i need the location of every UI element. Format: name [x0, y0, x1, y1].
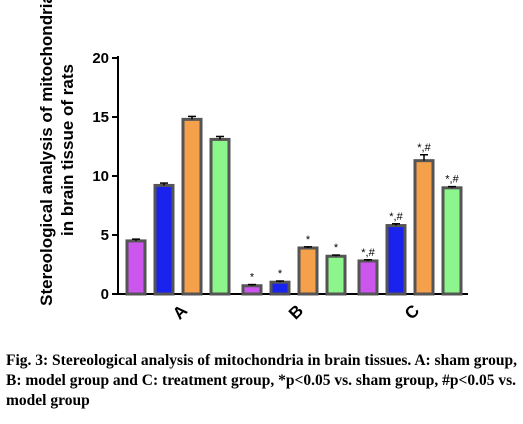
x-tick-label: A [169, 301, 191, 323]
bar [125, 239, 147, 296]
significance-label: * [278, 268, 283, 280]
y-axis-label: Stereological analysis of mitochondria in… [37, 0, 77, 306]
chart-axes: 0 5 10 15 20 [92, 50, 468, 303]
y-axis-label-line: Stereological analysis of mitochondria [37, 0, 56, 306]
bar [385, 224, 407, 296]
bar [441, 186, 463, 296]
bar [181, 117, 203, 296]
bar [357, 259, 379, 296]
bar [153, 183, 175, 296]
bar [209, 137, 231, 296]
y-tick-label: 15 [92, 109, 109, 126]
significance-label: * [306, 234, 311, 246]
y-tick-label: 5 [101, 227, 109, 244]
bar [325, 254, 347, 296]
bar-chart: Stereological analysis of mitochondria in… [37, 0, 468, 323]
figure-caption: Fig. 3: Stereological analysis of mitoch… [6, 352, 517, 409]
y-tick-label: 10 [92, 168, 109, 185]
bar [413, 159, 435, 296]
y-tick-label: 20 [92, 50, 109, 67]
significance-label: *,# [361, 247, 375, 259]
significance-label: *,# [445, 174, 459, 186]
significance-label: * [334, 242, 339, 254]
bar [269, 280, 291, 296]
y-tick-label: 0 [101, 286, 109, 303]
significance-label: * [250, 272, 255, 284]
significance-label: *,# [417, 142, 431, 154]
x-tick-label: B [285, 301, 307, 323]
x-tick-label: C [401, 301, 423, 323]
bar [297, 246, 319, 296]
bar [241, 284, 263, 296]
significance-label: *,# [389, 211, 403, 223]
y-axis-label-line: in brain tissue of rats [58, 64, 77, 236]
chart-bars: A * * * * B *,# *,# *,# *,# C [125, 115, 463, 323]
